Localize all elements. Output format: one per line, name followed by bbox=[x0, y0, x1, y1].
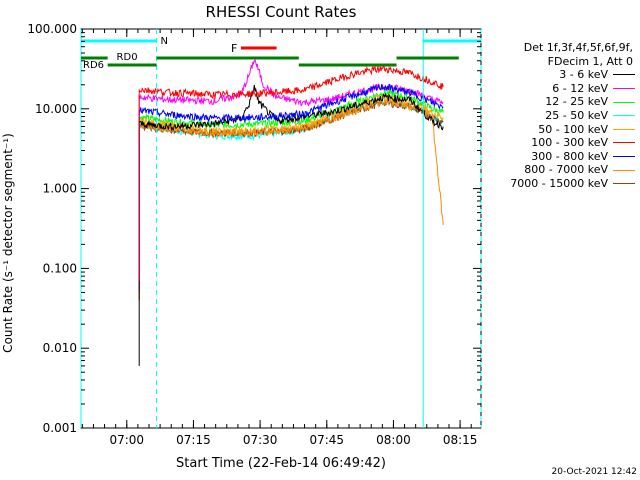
timestamp: 20-Oct-2021 12:42 bbox=[551, 467, 637, 477]
legend-swatch bbox=[613, 142, 635, 144]
series-line bbox=[138, 64, 444, 281]
legend-header-line-2: FDecim 1, Att 0 bbox=[547, 54, 633, 68]
legend-label: 3 - 6 keV bbox=[559, 68, 608, 82]
x-tick-label: 08:15 bbox=[443, 433, 478, 447]
series-layer bbox=[138, 59, 444, 366]
legend-label: 12 - 25 keV bbox=[545, 95, 608, 109]
attenuator-label-rd0: RD0 bbox=[117, 52, 138, 63]
y-tick-label: 10.000 bbox=[35, 102, 77, 116]
y-tick-label: 0.010 bbox=[43, 341, 77, 355]
series-line bbox=[138, 89, 444, 293]
y-axis-label: Count Rate (s⁻¹ detector segment⁻¹) bbox=[1, 133, 15, 353]
legend-item: 6 - 12 keV bbox=[485, 82, 635, 96]
series-line bbox=[138, 83, 444, 281]
plot-frame bbox=[80, 28, 482, 429]
legend-label: 50 - 100 keV bbox=[538, 122, 608, 136]
legend-item: 25 - 50 keV bbox=[485, 109, 635, 123]
chart-title: RHESSI Count Rates bbox=[206, 3, 357, 21]
legend-swatch bbox=[613, 169, 635, 171]
series-line bbox=[138, 84, 444, 366]
legend-swatch bbox=[613, 183, 635, 185]
y-tick-label: 0.001 bbox=[43, 421, 77, 435]
legend-item: 100 - 300 keV bbox=[485, 136, 635, 150]
x-axis-label: Start Time (22-Feb-14 06:49:42) bbox=[176, 456, 386, 471]
legend-swatch bbox=[613, 128, 635, 130]
legend-item: 3 - 6 keV bbox=[485, 68, 635, 82]
annotation-layer: N RD0 RD6 F bbox=[80, 29, 482, 428]
y-tick-label: 1.000 bbox=[43, 182, 77, 196]
legend-swatch bbox=[613, 115, 635, 117]
legend-swatch bbox=[613, 101, 635, 103]
y-tick-label: 0.100 bbox=[43, 261, 77, 275]
y-tick-label: 100.000 bbox=[27, 22, 77, 36]
attenuator-label-rd6: RD6 bbox=[83, 60, 104, 71]
legend-swatch bbox=[613, 74, 635, 76]
legend-label: 7000 - 15000 keV bbox=[510, 176, 608, 190]
x-tick-label: 07:00 bbox=[109, 433, 144, 447]
night-label: N bbox=[161, 36, 168, 47]
x-tick-label: 08:00 bbox=[376, 433, 411, 447]
x-tick-label: 07:30 bbox=[243, 433, 278, 447]
axes-frame bbox=[80, 28, 482, 429]
legend-swatch bbox=[613, 156, 635, 158]
legend-label: 800 - 7000 keV bbox=[524, 163, 608, 177]
series-line bbox=[138, 98, 444, 301]
legend-item: 800 - 7000 keV bbox=[485, 163, 635, 177]
legend: Det 1f,3f,4f,5f,6f,9f, FDecim 1, Att 0 3… bbox=[485, 41, 635, 191]
legend-header-line-1: Det 1f,3f,4f,5f,6f,9f, bbox=[523, 41, 633, 54]
tick-layer: 0.001 0.010 0.100 1.000 10.000 100.000 07:00 07… bbox=[27, 22, 481, 447]
legend-label: 300 - 800 keV bbox=[531, 149, 608, 163]
legend-swatch bbox=[613, 88, 635, 90]
legend-label: 6 - 12 keV bbox=[552, 81, 608, 95]
legend-item: 50 - 100 keV bbox=[485, 123, 635, 137]
flare-label: F bbox=[231, 42, 237, 55]
x-tick-label: 07:45 bbox=[309, 433, 344, 447]
legend-label: 25 - 50 keV bbox=[545, 108, 608, 122]
legend-item: 7000 - 15000 keV bbox=[485, 177, 635, 191]
legend-item: 12 - 25 keV bbox=[485, 95, 635, 109]
x-tick-label: 07:15 bbox=[176, 433, 211, 447]
legend-item: 300 - 800 keV bbox=[485, 150, 635, 164]
series-line bbox=[138, 98, 444, 301]
legend-label: 100 - 300 keV bbox=[531, 136, 608, 150]
